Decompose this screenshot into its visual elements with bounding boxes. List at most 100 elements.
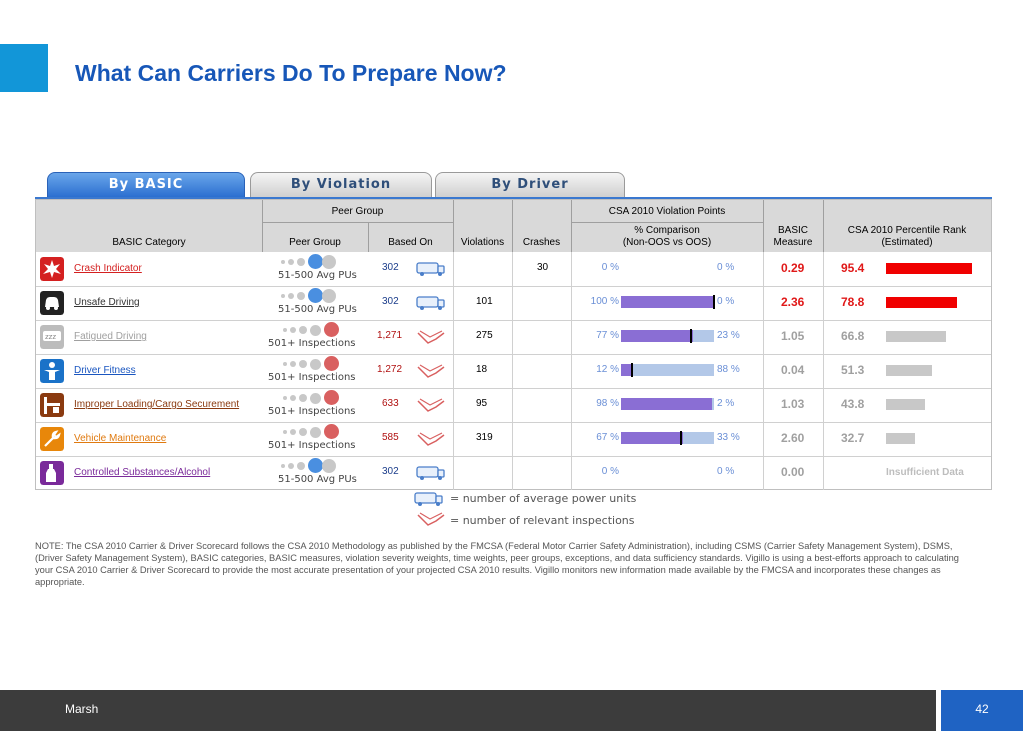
basic-measure-value: 1.05 [781,329,805,343]
basic-category-link[interactable]: Controlled Substances/Alcohol [74,467,211,478]
truck-icon [416,295,446,316]
peer-group-text: 51-500 Avg PUs [278,304,357,315]
header-basic-measure-1: BASIC [777,225,808,236]
percentile-rank-value: 66.8 [841,329,865,343]
percentile-rank-value: 51.3 [841,363,865,377]
truck-legend-icon [414,492,443,506]
percentile-rank-bar [886,331,947,342]
based-on-value: 585 [382,432,399,443]
peer-group-text: 51-500 Avg PUs [278,270,357,281]
truck-icon [416,261,446,282]
based-on-value: 1,272 [377,364,403,375]
accent-square [0,44,48,92]
basic-measure-value: 0.29 [781,261,805,275]
legend-inspection: = number of relevant inspections [450,514,635,527]
tab-underline [35,197,992,200]
basic-category-link[interactable]: Crash Indicator [74,263,142,274]
table-header [36,200,991,252]
fatigue-icon: zzz [40,325,64,349]
tab-by-violation[interactable]: By Violation [250,172,432,197]
header-basic-measure-2: Measure [773,237,813,248]
basic-category-link[interactable]: Unsafe Driving [74,297,140,308]
basic-category-link[interactable]: Fatigued Driving [74,331,147,342]
basic-category-link[interactable]: Vehicle Maintenance [74,433,167,444]
table-row: Driver Fitness 501+ Inspections 1,272 18 12 … [36,354,991,388]
scorecard-table: BASIC Category Peer Group Peer Group Bas… [35,199,992,490]
header-comparison-1: % Comparison [634,225,700,236]
inspection-legend-icon [417,512,445,526]
crashes-value: 30 [537,262,549,273]
peer-group-indicator [281,288,351,304]
oos-percent: 88 % [717,364,740,375]
oos-percent: 0 % [717,466,735,477]
footer-bar: Marsh 42 [0,690,1023,731]
percentile-rank-bar [886,399,926,410]
legend-truck: = number of average power units [450,492,637,505]
based-on-value: 633 [382,398,399,409]
oos-percent: 33 % [717,432,740,443]
peer-group-text: 51-500 Avg PUs [278,474,357,485]
inspection-icon [416,431,446,454]
header-violations: Violations [460,237,505,248]
percentile-rank-value: 78.8 [841,295,865,309]
header-rank-1: CSA 2010 Percentile Rank [847,225,967,236]
non-oos-percent: 77 % [596,330,619,341]
violations-value: 95 [476,398,488,409]
truck-icon [416,465,446,486]
cargo-icon [40,393,64,417]
basic-category-link[interactable]: Driver Fitness [74,365,136,376]
peer-group-text: 501+ Inspections [268,338,356,349]
header-based-on: Based On [388,237,433,248]
peer-group-indicator [283,322,353,338]
basic-measure-value: 2.36 [781,295,805,309]
scorecard-tabs: By BASIC By Violation By Driver [35,172,992,200]
inspection-icon [416,397,446,420]
percentile-rank-bar [886,365,933,376]
comparison-bar [621,363,714,377]
page-number: 42 [941,690,1023,731]
percentile-rank-bar [886,297,957,308]
insufficient-data-label: Insufficient Data [886,467,964,478]
percentile-rank-bar [886,433,916,444]
wrench-icon [40,427,64,451]
peer-group-indicator [281,254,351,270]
based-on-value: 302 [382,262,399,273]
percentile-rank-value: 43.8 [841,397,865,411]
non-oos-percent: 67 % [596,432,619,443]
peer-group-text: 501+ Inspections [268,372,356,383]
table-row: Controlled Substances/Alcohol 51-500 Avg … [36,456,991,490]
violations-value: 101 [476,296,493,307]
inspection-icon [416,363,446,386]
header-rank-2: (Estimated) [881,237,933,248]
basic-measure-value: 2.60 [781,431,805,445]
percentile-rank-value: 32.7 [841,431,865,445]
header-comparison-2: (Non-OOS vs OOS) [622,237,712,248]
peer-group-indicator [283,356,353,372]
page-title: What Can Carriers Do To Prepare Now? [75,60,507,86]
tab-by-driver[interactable]: By Driver [435,172,625,197]
table-row: Unsafe Driving 51-500 Avg PUs 302 101 100 % 0… [36,286,991,320]
violations-value: 275 [476,330,493,341]
table-row: Vehicle Maintenance 501+ Inspections 585 31… [36,422,991,456]
header-csa-points: CSA 2010 Violation Points [608,206,726,217]
header-crashes: Crashes [522,237,561,248]
violations-value: 18 [476,364,488,375]
inspection-icon [416,329,446,352]
basic-category-link[interactable]: Improper Loading/Cargo Securement [74,399,240,410]
steering-icon [40,291,64,315]
based-on-value: 302 [382,296,399,307]
oos-percent: 23 % [717,330,740,341]
non-oos-percent: 12 % [596,364,619,375]
non-oos-percent: 0 % [601,262,619,273]
percentile-rank-bar [886,263,972,274]
fitness-icon [40,359,64,383]
header-basic-category: BASIC Category [112,237,186,248]
based-on-value: 1,271 [377,330,403,341]
comparison-bar [621,295,715,309]
non-oos-percent: 0 % [601,466,619,477]
comparison-bar [621,431,714,445]
peer-group-indicator [281,458,351,474]
tab-by-basic[interactable]: By BASIC [47,172,245,197]
peer-group-text: 501+ Inspections [268,406,356,417]
header-peer-group: Peer Group [289,237,341,248]
